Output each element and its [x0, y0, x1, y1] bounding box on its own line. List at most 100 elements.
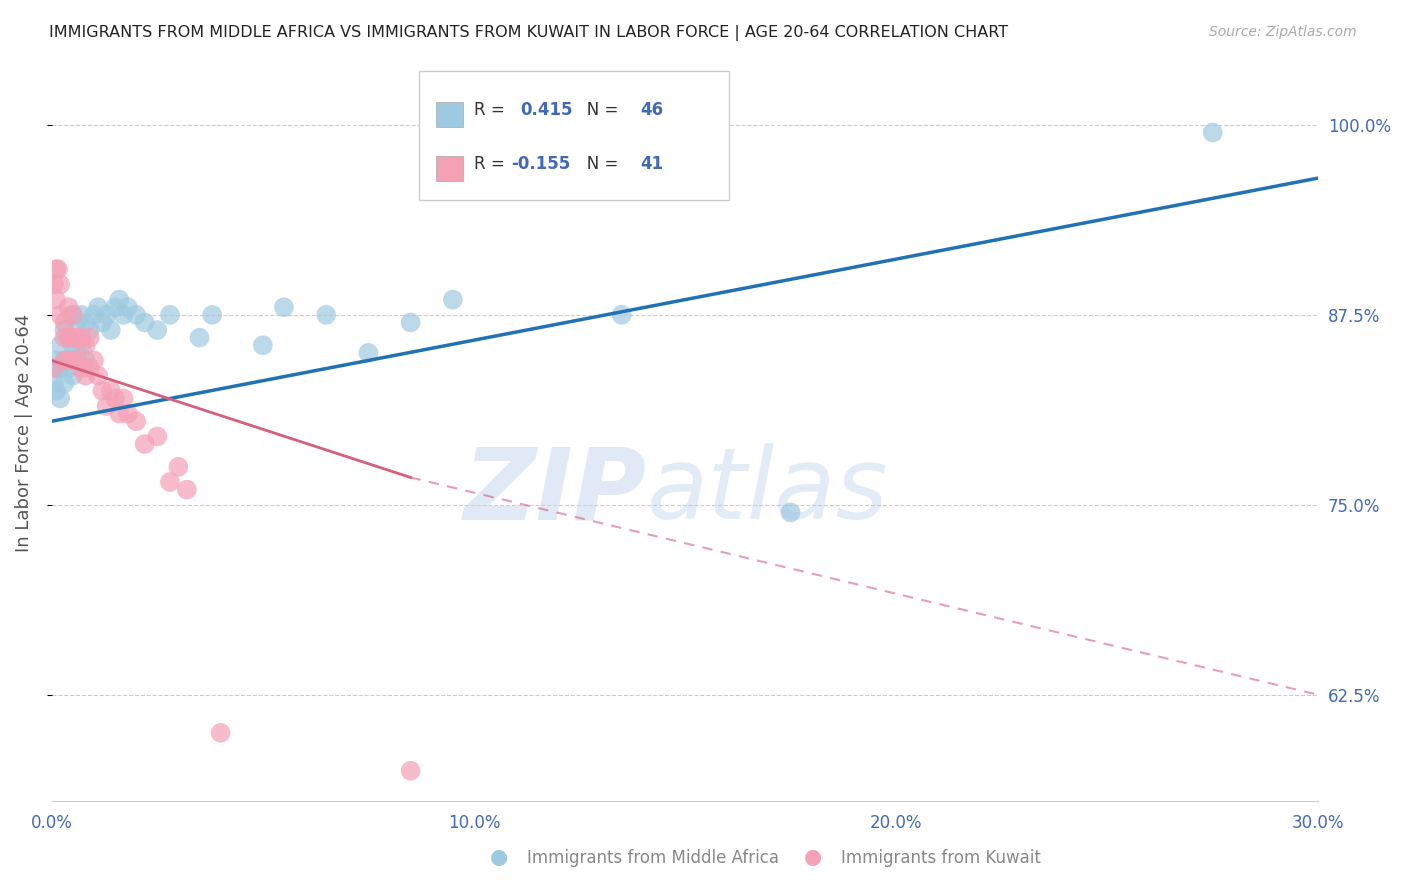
Text: N =: N = — [571, 154, 624, 172]
Point — [66, 353, 89, 368]
Point — [188, 331, 211, 345]
Point — [96, 308, 118, 322]
Point — [167, 459, 190, 474]
Text: ●: ● — [491, 847, 508, 867]
Point — [112, 392, 135, 406]
Point — [70, 331, 93, 345]
Point — [87, 300, 110, 314]
Point — [125, 414, 148, 428]
Point — [49, 392, 72, 406]
Point — [58, 331, 80, 345]
Point — [75, 353, 97, 368]
Point — [45, 293, 67, 307]
Point — [399, 764, 422, 778]
Text: 0.415: 0.415 — [520, 101, 572, 119]
Point — [62, 331, 84, 345]
Point — [91, 384, 114, 398]
Point — [441, 293, 464, 307]
Y-axis label: In Labor Force | Age 20-64: In Labor Force | Age 20-64 — [15, 313, 32, 552]
Text: ●: ● — [804, 847, 821, 867]
Point — [108, 407, 131, 421]
Point — [53, 353, 76, 368]
Point — [104, 300, 127, 314]
Point — [42, 277, 65, 292]
Text: -0.155: -0.155 — [512, 154, 571, 172]
Point — [399, 315, 422, 329]
FancyBboxPatch shape — [436, 103, 464, 127]
Point — [53, 323, 76, 337]
Point — [209, 726, 232, 740]
Point — [62, 368, 84, 383]
Text: Immigrants from Kuwait: Immigrants from Kuwait — [841, 849, 1040, 867]
Point — [66, 315, 89, 329]
Point — [1202, 125, 1225, 139]
Point — [79, 331, 101, 345]
Point — [117, 300, 139, 314]
Point — [357, 346, 380, 360]
Point — [62, 338, 84, 352]
Point — [45, 262, 67, 277]
Point — [49, 308, 72, 322]
Point — [66, 331, 89, 345]
Point — [58, 300, 80, 314]
Point — [45, 384, 67, 398]
Point — [49, 338, 72, 352]
Point — [112, 308, 135, 322]
Point — [58, 353, 80, 368]
Point — [100, 384, 122, 398]
Point — [46, 361, 69, 376]
Text: IMMIGRANTS FROM MIDDLE AFRICA VS IMMIGRANTS FROM KUWAIT IN LABOR FORCE | AGE 20-: IMMIGRANTS FROM MIDDLE AFRICA VS IMMIGRA… — [49, 25, 1008, 41]
Point — [87, 368, 110, 383]
Point — [252, 338, 274, 352]
Point — [315, 308, 337, 322]
Point — [62, 353, 84, 368]
Point — [42, 376, 65, 391]
Point — [49, 277, 72, 292]
Point — [176, 483, 198, 497]
Point — [146, 429, 169, 443]
Point — [53, 315, 76, 329]
Point — [83, 308, 105, 322]
Point — [134, 315, 156, 329]
Point — [96, 399, 118, 413]
Point — [53, 353, 76, 368]
Text: 41: 41 — [641, 154, 664, 172]
Point — [62, 308, 84, 322]
Point — [75, 338, 97, 352]
Point — [70, 338, 93, 352]
FancyBboxPatch shape — [419, 71, 730, 201]
Point — [42, 361, 65, 376]
Text: ZIP: ZIP — [464, 443, 647, 540]
Point — [104, 392, 127, 406]
Point — [58, 361, 80, 376]
Point — [159, 308, 181, 322]
Point — [117, 407, 139, 421]
Point — [75, 315, 97, 329]
Point — [70, 361, 93, 376]
Point — [273, 300, 295, 314]
Point — [108, 293, 131, 307]
Point — [62, 308, 84, 322]
Text: Source: ZipAtlas.com: Source: ZipAtlas.com — [1209, 25, 1357, 39]
Text: atlas: atlas — [647, 443, 889, 540]
Text: Immigrants from Middle Africa: Immigrants from Middle Africa — [527, 849, 779, 867]
Text: R =: R = — [474, 154, 509, 172]
Point — [58, 331, 80, 345]
Point — [53, 331, 76, 345]
Point — [159, 475, 181, 489]
Point — [45, 353, 67, 368]
Text: 46: 46 — [641, 101, 664, 119]
Point — [46, 262, 69, 277]
Point — [49, 361, 72, 376]
Text: R =: R = — [474, 101, 515, 119]
Point — [100, 323, 122, 337]
Point — [125, 308, 148, 322]
Point — [79, 361, 101, 376]
Point — [146, 323, 169, 337]
Point — [610, 308, 633, 322]
Point — [70, 308, 93, 322]
Text: N =: N = — [571, 101, 624, 119]
Point — [66, 346, 89, 360]
Point — [53, 376, 76, 391]
Point — [75, 368, 97, 383]
